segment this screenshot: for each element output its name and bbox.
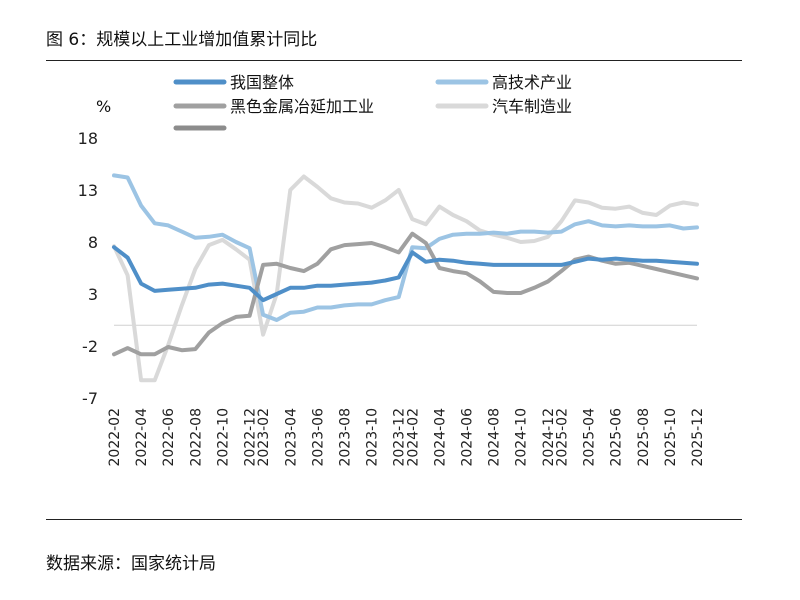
series-line-3 bbox=[112, 231, 699, 357]
x-axis-ticks: 2022-02 2022-04 2022-06 2022-08 2022-10 2022-… bbox=[107, 408, 706, 467]
x-tick-label: 2022-04 bbox=[134, 408, 150, 467]
y-tick-label: 3 bbox=[88, 285, 98, 304]
series-line-1 bbox=[112, 245, 699, 303]
x-tick-label: 2023-04 bbox=[283, 408, 299, 467]
top-rule bbox=[46, 60, 742, 61]
x-tick-label: 2025-02 bbox=[554, 408, 570, 467]
series-line-4 bbox=[112, 174, 699, 383]
x-tick-label: 2023-10 bbox=[365, 408, 381, 467]
x-tick-label: 2022-06 bbox=[161, 408, 177, 467]
legend-label: 我国整体 bbox=[230, 73, 294, 92]
y-tick-label: 18 bbox=[78, 129, 98, 148]
y-tick-label: 13 bbox=[78, 181, 98, 200]
y-tick-label: -2 bbox=[82, 337, 98, 356]
x-tick-label: 2025-10 bbox=[663, 408, 679, 467]
data-source: 数据来源：国家统计局 bbox=[46, 554, 216, 574]
bottom-rule bbox=[46, 519, 742, 520]
x-tick-label: 2024-08 bbox=[487, 408, 503, 467]
x-tick-label: 2024-02 bbox=[405, 408, 421, 467]
x-tick-label: 2024-06 bbox=[460, 408, 476, 467]
x-tick-label: 2022-02 bbox=[107, 408, 123, 467]
y-axis-unit: % bbox=[96, 97, 111, 116]
legend-label: 汽车制造业 bbox=[492, 97, 572, 116]
series-lines bbox=[112, 173, 699, 383]
x-tick-label: 2025-04 bbox=[582, 408, 598, 467]
y-tick-label: 8 bbox=[88, 233, 98, 252]
x-tick-label: 2025-08 bbox=[636, 408, 652, 467]
x-tick-label: 2024-12 bbox=[541, 408, 557, 467]
x-tick-label: 2022-12 bbox=[243, 408, 259, 467]
x-tick-label: 2024-04 bbox=[432, 408, 448, 467]
figure-title: 图 6：规模以上工业增加值累计同比 bbox=[46, 30, 318, 50]
x-tick-label: 2023-02 bbox=[256, 408, 272, 467]
x-tick-label: 2023-06 bbox=[310, 408, 326, 467]
series-line-2 bbox=[112, 173, 699, 322]
legend-label: 高技术产业 bbox=[492, 73, 572, 92]
legend-label: 黑色金属冶延加工业 bbox=[230, 97, 374, 116]
x-tick-label: 2025-12 bbox=[690, 408, 706, 467]
x-tick-label: 2023-12 bbox=[392, 408, 408, 467]
x-tick-label: 2025-06 bbox=[609, 408, 625, 467]
y-tick-label: -7 bbox=[82, 389, 98, 408]
x-tick-label: 2022-08 bbox=[188, 408, 204, 467]
x-tick-label: 2024-10 bbox=[514, 408, 530, 467]
y-axis-ticks: 18 13 8 3 -2 -7 bbox=[78, 129, 98, 408]
x-tick-label: 2023-08 bbox=[337, 408, 353, 467]
x-tick-label: 2022-10 bbox=[215, 408, 231, 467]
